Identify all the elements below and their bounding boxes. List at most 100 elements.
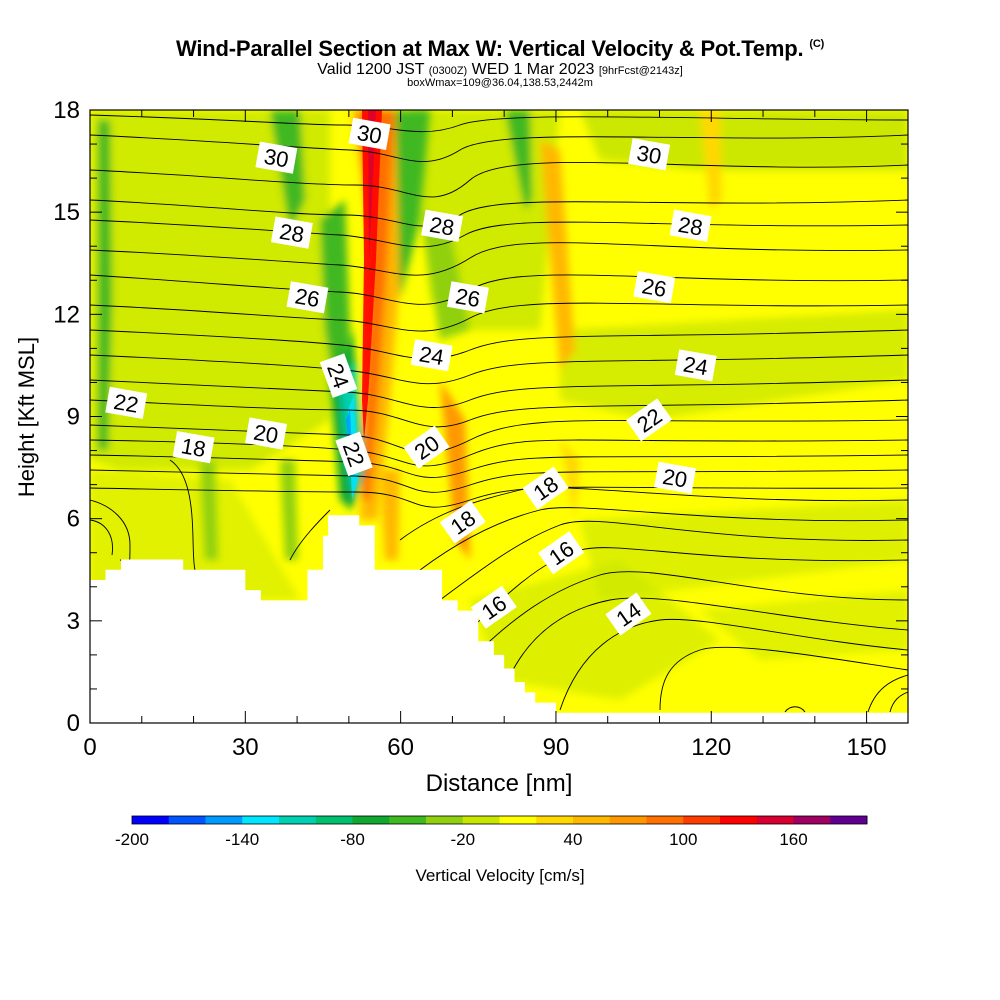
colorbar-swatch <box>132 816 170 824</box>
y-axis-label: Height [Kft MSL] <box>14 337 39 497</box>
colorbar-swatch <box>168 816 206 824</box>
contour-label: 30 <box>348 117 391 150</box>
colorbar-swatch <box>646 816 684 824</box>
y-tick-label: 15 <box>53 199 80 226</box>
colorbar-swatch <box>279 816 317 824</box>
colorbar-swatch <box>426 816 464 824</box>
velocity-field <box>90 110 908 723</box>
contour-label: 30 <box>255 141 298 174</box>
colorbar-swatch <box>499 816 537 824</box>
contour-label-text: 26 <box>293 283 321 312</box>
terrain-mask <box>90 515 908 723</box>
colorbar-swatch <box>352 816 390 824</box>
contour-label: 26 <box>286 281 329 314</box>
y-tick-label: 0 <box>67 710 80 737</box>
colorbar-tick-label: 100 <box>669 830 697 849</box>
contour-label-box <box>674 349 717 382</box>
contour-label: 18 <box>172 431 215 464</box>
colorbar-frame <box>131 815 868 825</box>
x-axis-label: Distance [nm] <box>426 770 573 797</box>
x-tick-label: 150 <box>847 734 887 761</box>
contour-label-box <box>538 531 585 575</box>
contour-label-box <box>270 216 313 249</box>
contour-label: 24 <box>674 349 717 382</box>
contour-label-box <box>654 461 696 494</box>
contour-label-box <box>245 417 287 450</box>
colorbar-swatch <box>573 816 611 824</box>
colorbar-tick-label: 40 <box>564 830 583 849</box>
colorbar-swatch <box>756 816 794 824</box>
colorbar-swatch <box>462 816 500 824</box>
contour-label-box <box>348 117 391 150</box>
y-tick-label: 12 <box>53 301 80 328</box>
colorbar-swatch <box>720 816 758 824</box>
contour-label-box <box>626 398 673 442</box>
contour-label-box <box>105 386 148 419</box>
y-axis: 0 3 6 9 12 15 18 <box>53 97 908 737</box>
contour-label: 24 <box>319 353 358 398</box>
contour-label-box <box>403 425 450 469</box>
contour-label-box <box>633 270 676 304</box>
contour-label-text: 28 <box>278 219 306 248</box>
colorbar-tick-label: -140 <box>225 830 259 849</box>
x-tick-label: 60 <box>387 734 414 761</box>
contour-label-text: 28 <box>428 212 456 241</box>
x-tick-label: 30 <box>232 734 259 761</box>
colorbar-swatch <box>793 816 831 824</box>
colorbar-swatch <box>683 816 721 824</box>
contour-label: 22 <box>105 386 148 419</box>
colorbar-swatch <box>609 816 647 824</box>
x-tick-label: 90 <box>543 734 570 761</box>
x-tick-label: 0 <box>83 734 96 761</box>
contour-label-text: 26 <box>454 283 482 312</box>
contour-label: 20 <box>654 461 696 494</box>
contour-label-text: 22 <box>112 389 140 418</box>
colorbar-tick-label: -20 <box>450 830 475 849</box>
contour-label-text: 28 <box>676 212 704 241</box>
contour-label-box <box>319 353 358 398</box>
contour-label-box <box>605 592 652 636</box>
contour-label-box <box>335 431 373 477</box>
contour-label: 26 <box>446 281 489 314</box>
contour-label-box <box>255 141 298 174</box>
contour-label-text: 30 <box>262 144 290 173</box>
colorbar-swatch <box>830 816 868 824</box>
contour-label-text: 24 <box>417 341 445 370</box>
contour-label: 24 <box>410 339 453 372</box>
contour-label: 28 <box>669 209 712 242</box>
contour-label-text: 24 <box>681 351 709 380</box>
colorbar-swatch <box>536 816 574 824</box>
colorbar-tick-label: -200 <box>115 830 149 849</box>
colorbar-swatch <box>242 816 280 824</box>
colorbar-tick-label: -80 <box>340 830 365 849</box>
contour-label-text: 20 <box>661 464 689 493</box>
chart-title: Wind-Parallel Section at Max W: Vertical… <box>175 36 825 61</box>
contour-label-box <box>522 466 569 510</box>
contour-label-box <box>470 585 517 629</box>
contour-label: 20 <box>245 417 287 450</box>
contour-label: 28 <box>421 209 464 242</box>
contour-label-box <box>439 500 486 544</box>
contour-label-text: 18 <box>179 433 207 462</box>
contour-label-box <box>286 281 329 314</box>
x-axis: 0 30 60 90 120 150 <box>83 110 887 761</box>
colorbar-swatch <box>389 816 427 824</box>
y-tick-label: 6 <box>67 506 80 533</box>
y-tick-label: 3 <box>67 608 80 635</box>
colorbar-tick-label: 160 <box>779 830 807 849</box>
contour-label-text: 26 <box>640 273 668 302</box>
chart-subtitle: Valid 1200 JST (0300Z) WED 1 Mar 2023 [9… <box>317 61 683 78</box>
contour-label: 26 <box>633 270 676 304</box>
contour-label-box <box>172 431 215 464</box>
contour-label-text: 30 <box>355 120 383 149</box>
colorbar: -200 -140 -80 -20 40 100 160 <box>115 815 868 849</box>
colorbar-swatch <box>205 816 243 824</box>
contour-label-text: 20 <box>252 420 280 449</box>
contour-label: 30 <box>628 138 671 171</box>
contour-label-text: 30 <box>635 140 663 169</box>
colorbar-label: Vertical Velocity [cm/s] <box>415 866 584 885</box>
y-tick-label: 9 <box>67 404 80 431</box>
contour-label-box <box>628 138 671 171</box>
